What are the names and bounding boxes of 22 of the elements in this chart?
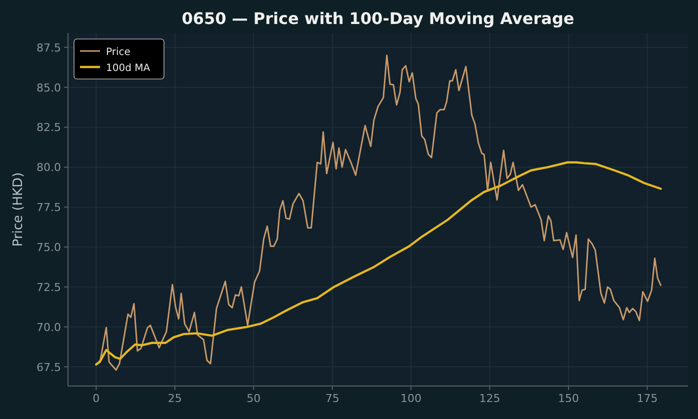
x-tick-label: 100 (400, 392, 422, 405)
chart-title: 0650 — Price with 100-Day Moving Average (182, 9, 574, 28)
legend-label: 100d MA (106, 63, 150, 74)
legend-label: Price (106, 47, 130, 58)
y-tick-label: 75.0 (36, 241, 61, 254)
y-tick-label: 82.5 (36, 121, 61, 134)
x-tick-label: 25 (168, 392, 182, 405)
y-tick-label: 70.0 (36, 320, 61, 334)
y-tick-label: 80.0 (36, 161, 61, 174)
y-tick-label: 87.5 (36, 41, 61, 54)
x-tick-label: 75 (325, 392, 340, 405)
y-tick-label: 67.5 (36, 360, 61, 374)
x-tick-label: 150 (558, 392, 580, 405)
y-tick-label: 77.5 (36, 201, 61, 214)
y-tick-label: 72.5 (36, 280, 61, 294)
x-tick-label: 175 (636, 392, 658, 405)
x-tick-label: 125 (479, 392, 500, 405)
x-tick-label: 50 (246, 392, 261, 405)
line-series (95, 161, 662, 366)
y-tick-label: 85.0 (36, 81, 61, 94)
x-tick-label: 0 (92, 392, 100, 405)
y-axis-title: Price (HKD) (11, 172, 26, 247)
